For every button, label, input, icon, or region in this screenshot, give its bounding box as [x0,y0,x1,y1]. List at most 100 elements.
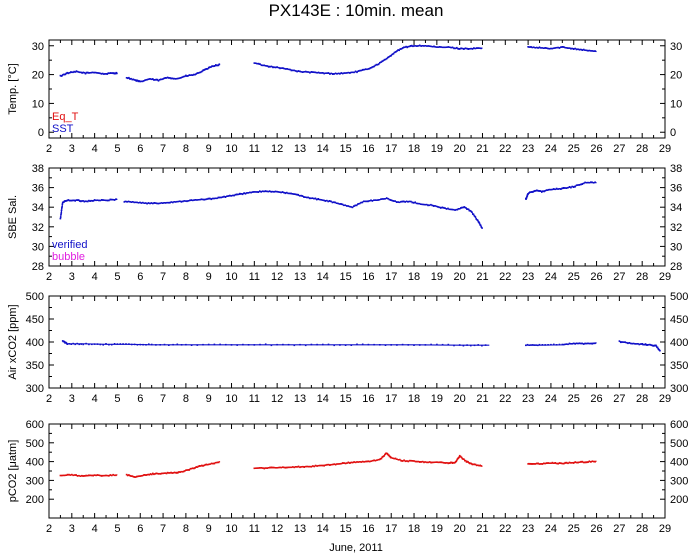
data-point [87,200,89,203]
data-point [655,344,657,347]
data-point [323,465,325,467]
data-point [312,465,314,467]
data-point [150,78,153,81]
data-point [170,201,173,203]
data-point [471,48,474,50]
data-point [162,202,164,204]
data-point [179,471,181,473]
data-point [580,342,582,345]
data-point [202,343,204,346]
x-tick-label: 21 [476,143,488,155]
data-point [327,200,329,203]
data-point [333,463,335,465]
data-point [547,188,550,191]
x-tick-label: 27 [613,271,625,283]
data-point [80,343,82,345]
data-point [88,72,90,74]
x-tick-label: 14 [317,143,329,155]
data-point [177,472,179,474]
data-point [287,343,290,346]
data-point [430,461,432,464]
x-tick-label: 19 [431,271,443,283]
data-point [533,463,535,465]
plot-frame [48,167,666,267]
data-point [162,472,164,475]
data-point [210,198,213,201]
data-point [379,344,381,346]
data-point [471,463,474,466]
data-point [359,461,361,463]
data-point [68,199,71,202]
data-point [249,191,251,194]
data-point [356,343,358,346]
data-point [217,64,220,67]
x-tick-label: 20 [454,393,466,405]
data-point [438,461,441,463]
data-point [108,199,110,202]
data-point [537,190,540,192]
data-point [481,227,483,229]
data-point [430,45,432,48]
data-point [182,75,185,78]
data-point [196,344,199,346]
data-point [424,344,427,346]
data-point [273,191,275,193]
data-point [296,70,298,73]
data-point [206,463,209,466]
data-point [338,203,341,205]
data-point [253,344,256,346]
data-point [199,465,202,467]
data-point [410,459,412,462]
data-point [317,198,319,200]
data-point [297,465,300,468]
data-point [463,458,465,460]
data-point [210,462,213,465]
data-point [631,342,633,345]
data-point [350,206,352,208]
data-point [443,46,445,49]
data-point [425,203,428,206]
data-point [637,343,639,345]
data-point [268,190,271,192]
data-point [60,209,63,212]
data-point [322,343,324,346]
data-point [176,77,178,80]
data-point [462,206,464,209]
data-point [396,50,398,52]
x-tick-label: 3 [69,271,75,283]
data-point [206,68,209,70]
data-point [169,202,171,204]
data-point [472,213,475,216]
data-point [171,77,173,80]
data-point [644,343,647,345]
data-point [460,47,462,49]
data-point [416,45,418,47]
data-point [405,200,408,203]
y-tick-label-right: 32 [670,222,682,234]
data-point [65,72,68,75]
data-point [96,343,99,345]
x-tick-label: 22 [499,523,511,535]
data-point [63,474,66,477]
data-point [477,219,479,222]
data-point [564,46,566,49]
data-point [229,194,231,197]
data-point [236,344,238,346]
data-point [560,188,562,190]
data-point [132,476,135,478]
x-tick-label: 20 [454,143,466,155]
data-point [592,342,595,345]
data-point [444,46,447,49]
data-point [404,201,406,203]
data-point [588,181,591,184]
y-tick-label-right: 400 [670,337,688,349]
data-point [564,343,566,346]
data-point [280,191,282,194]
data-point [169,77,171,79]
data-point [557,46,559,49]
y-tick-label: 500 [26,438,44,450]
data-point [423,45,425,47]
x-tick-label: 19 [431,143,443,155]
data-point [409,459,411,462]
data-point [212,462,214,465]
